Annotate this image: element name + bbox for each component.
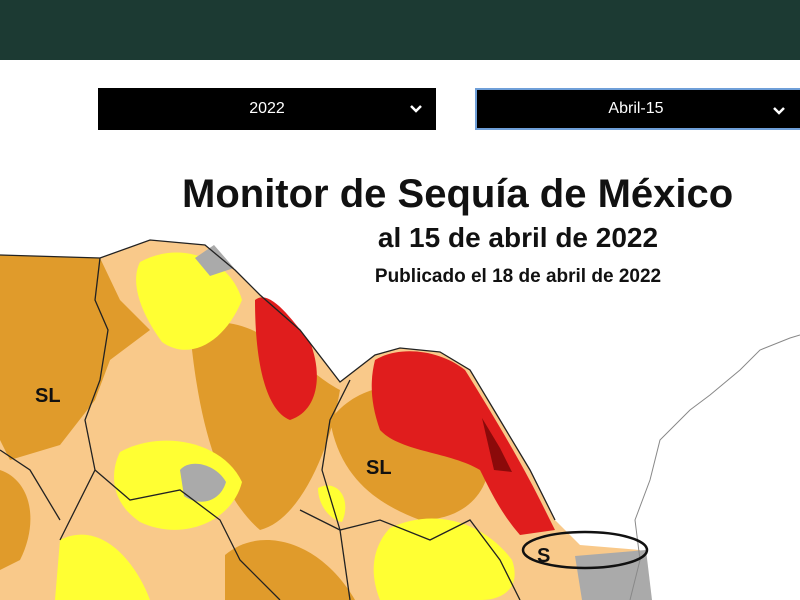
yellow-region [55, 534, 150, 600]
date-select[interactable]: Abril-15 [475, 88, 800, 130]
state-border [0, 239, 556, 521]
yellow-region [373, 518, 515, 600]
red-region [255, 297, 317, 420]
drought-map: Monitor de Sequía de México al 15 de abr… [0, 172, 800, 600]
state-border [299, 509, 521, 600]
state-border [0, 449, 61, 521]
yellow-region [136, 252, 242, 350]
state-border [94, 469, 281, 600]
coastline [629, 334, 800, 600]
impact-label: SL [366, 457, 392, 479]
grey-region [180, 463, 226, 502]
grey-region [195, 245, 234, 276]
orange-region [0, 255, 150, 460]
impact-label: SL [35, 385, 61, 407]
select-value: Abril-15 [608, 100, 664, 117]
header-bar [0, 0, 800, 60]
state-border [321, 379, 351, 600]
map-subtitle: al 15 de abril de 2022 [378, 222, 658, 253]
dark-red-region [482, 418, 512, 472]
yellow-region [114, 440, 242, 530]
red-region [371, 351, 555, 535]
select-value: 2022 [249, 100, 285, 117]
year-select[interactable]: 2022 [98, 88, 436, 130]
map-title: Monitor de Sequía de México [182, 172, 733, 216]
chevron [773, 107, 785, 115]
orange-region [225, 540, 355, 600]
map-published: Publicado el 18 de abril de 2022 [375, 266, 661, 287]
impact-label: S [537, 545, 550, 567]
chevron [410, 105, 422, 113]
short-term-outline [521, 530, 649, 570]
orange-region [0, 470, 31, 570]
